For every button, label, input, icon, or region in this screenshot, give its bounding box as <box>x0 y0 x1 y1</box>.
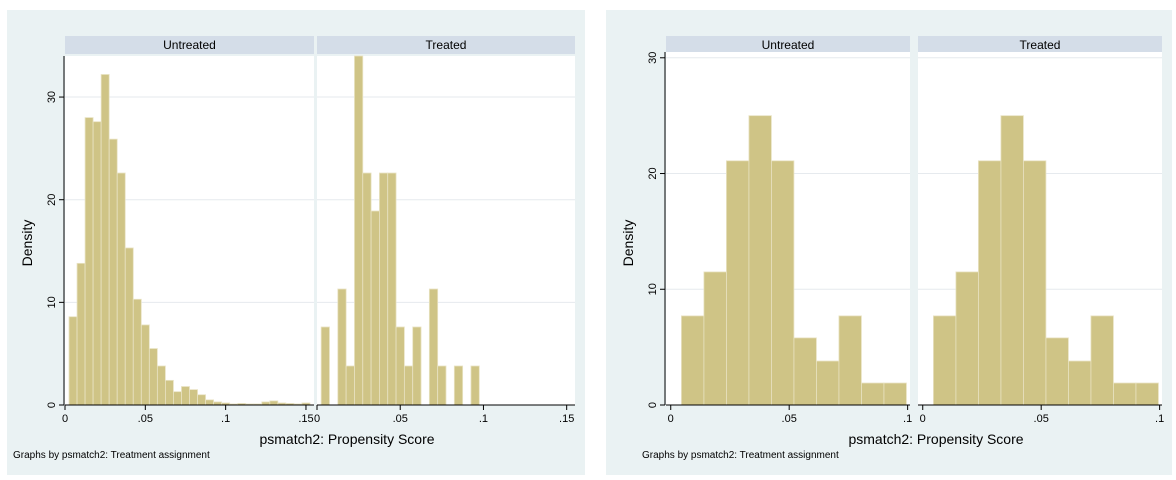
y-tick-label: 10 <box>46 296 58 308</box>
x-tick-label: .1 <box>903 413 912 425</box>
panel-header <box>918 36 1162 54</box>
x-tick-label: 0 <box>920 413 926 425</box>
x-tick-label: .1 <box>479 413 488 425</box>
panel-header <box>666 36 910 54</box>
histogram-bar <box>337 288 347 406</box>
histogram-bar <box>370 210 380 406</box>
x-tick-label: .05 <box>1034 413 1049 425</box>
y-tick-label: 10 <box>647 283 659 295</box>
histogram-bar <box>148 348 158 406</box>
histogram-bar <box>76 262 86 406</box>
histogram-bar <box>1090 315 1114 406</box>
histogram-bar <box>387 172 397 406</box>
histogram-bar <box>403 365 414 406</box>
histogram-bar <box>726 160 750 406</box>
histogram-bar <box>68 316 78 406</box>
histogram-bar <box>124 247 134 406</box>
histogram-bar <box>205 399 214 406</box>
histogram-bar <box>108 138 118 406</box>
y-tick-label: 0 <box>46 402 58 408</box>
histogram-bar <box>100 74 110 406</box>
histogram-bar <box>861 382 885 406</box>
histogram-bar <box>955 271 979 406</box>
histogram-bar <box>883 382 907 406</box>
histogram-bar <box>116 172 126 406</box>
histogram-bar <box>189 389 198 406</box>
histogram-bar <box>197 394 206 406</box>
histogram-bar <box>453 365 464 406</box>
histogram-bar <box>428 288 439 406</box>
histogram-bar <box>1135 382 1159 406</box>
histogram-bar <box>932 315 957 406</box>
histogram-bar <box>173 391 182 406</box>
panel-title: Treated <box>1020 38 1061 52</box>
histogram-bar <box>395 326 405 406</box>
by-note: Graphs by psmatch2: Treatment assignment <box>642 450 839 461</box>
histogram-bar <box>1023 160 1047 406</box>
histogram-bar <box>156 365 166 406</box>
histogram-figure-right: 0 10 20 30 Untreated 0 .05 .1 Treated 0 .05 .1 Dens… <box>606 10 1172 475</box>
x-tick-label: .15 <box>559 413 574 425</box>
x-tick-label: .15 <box>298 413 313 425</box>
x-axis-title: psmatch2: Propensity Score <box>848 431 1024 447</box>
panel-header <box>65 36 314 54</box>
histogram-bar <box>165 379 174 406</box>
x-tick-label: .1 <box>221 413 230 425</box>
histogram-bar <box>1113 382 1137 406</box>
panel-title: Untreated <box>762 38 815 52</box>
histogram-bar <box>354 55 364 406</box>
histogram-bar <box>345 365 355 406</box>
histogram-bar <box>320 326 330 406</box>
x-tick-label: .05 <box>782 413 797 425</box>
y-tick-label: 0 <box>647 402 659 408</box>
y-tick-label: 30 <box>46 91 58 103</box>
x-tick-label: .05 <box>393 413 408 425</box>
histogram-bar <box>470 365 480 406</box>
x-axis-title: psmatch2: Propensity Score <box>259 431 435 447</box>
y-tick-label: 20 <box>647 167 659 179</box>
x-tick-label: 0 <box>314 413 320 425</box>
histogram-bar <box>748 115 772 406</box>
histogram-bar <box>132 298 142 406</box>
histogram-bar <box>838 315 862 406</box>
histogram-bar <box>680 315 705 406</box>
panel-title: Treated <box>426 38 467 52</box>
x-tick-label: .1 <box>1155 413 1164 425</box>
histogram-bar <box>703 271 727 406</box>
histogram-bar <box>1045 337 1069 406</box>
histogram-bar <box>771 160 795 406</box>
histogram-bar <box>379 172 389 406</box>
x-tick-label: 0 <box>62 413 68 425</box>
histogram-figure-left: 0 10 20 30 Untreated 0 .05 .1 .15 Treated 0 .05 .1 .1… <box>7 10 585 475</box>
by-note: Graphs by psmatch2: Treatment assignment <box>13 450 210 461</box>
panel-title: Untreated <box>163 38 216 52</box>
y-axis-title: Density <box>19 219 35 267</box>
histogram-bar <box>181 386 190 406</box>
histogram-bar <box>437 365 447 406</box>
histogram-bar <box>793 337 817 406</box>
histogram-left-svg: 0 10 20 30 Untreated 0 .05 .1 .15 Treated 0 .05 .1 .1… <box>46 36 575 425</box>
histogram-bar <box>92 121 102 406</box>
histogram-bar <box>412 326 422 406</box>
histogram-bar <box>816 360 840 406</box>
histogram-bar <box>84 117 94 406</box>
y-axis-title: Density <box>620 219 636 267</box>
y-tick-label: 30 <box>647 52 659 64</box>
panel-header <box>317 36 575 54</box>
y-tick-label: 20 <box>46 194 58 206</box>
histogram-bar <box>1068 360 1092 406</box>
histogram-bar <box>269 400 279 406</box>
histogram-bar <box>362 172 372 406</box>
histogram-bar <box>140 324 150 406</box>
histogram-bar <box>978 160 1002 406</box>
x-tick-label: 0 <box>668 413 674 425</box>
histogram-bar <box>1000 115 1024 406</box>
x-tick-label: .05 <box>138 413 153 425</box>
histogram-right-svg: 0 10 20 30 Untreated 0 .05 .1 Treated 0 .05 .1 <box>647 36 1164 425</box>
